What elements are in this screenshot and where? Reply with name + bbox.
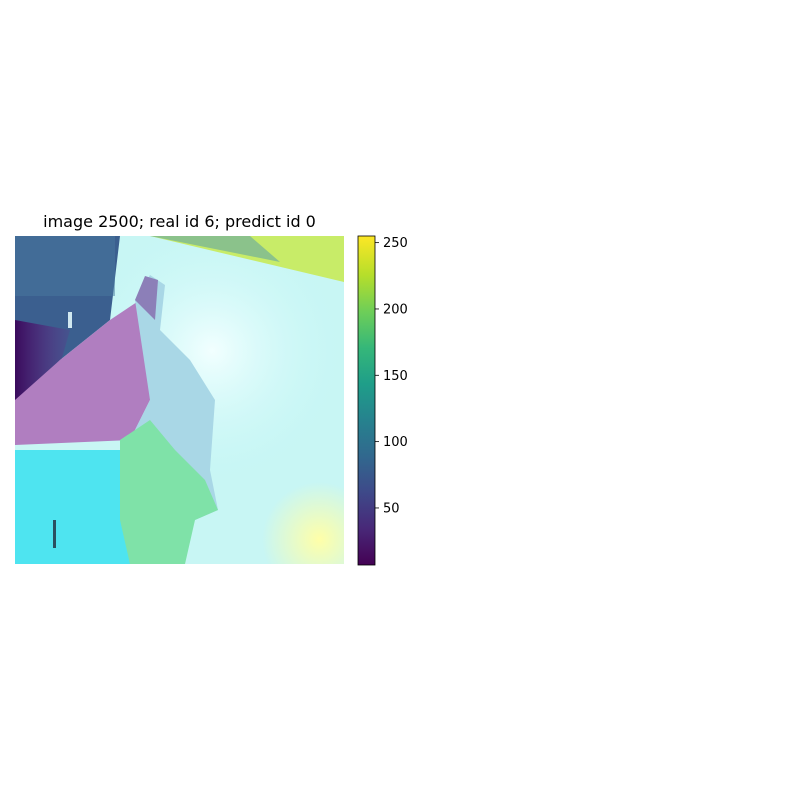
colorbar-tick-label: 150 xyxy=(383,369,408,384)
colorbar-tick-label: 50 xyxy=(383,501,400,516)
colorbar-tick-label: 100 xyxy=(383,435,408,450)
heatmap-image xyxy=(15,236,344,564)
colorbar-tick-label: 250 xyxy=(383,236,408,251)
colorbar: 50 100 150 200 250 xyxy=(357,235,408,566)
colorbar-tick-label: 200 xyxy=(383,302,408,317)
chart-title: image 2500; real id 6; predict id 0 xyxy=(43,212,316,231)
colorbar-gradient xyxy=(357,235,376,566)
